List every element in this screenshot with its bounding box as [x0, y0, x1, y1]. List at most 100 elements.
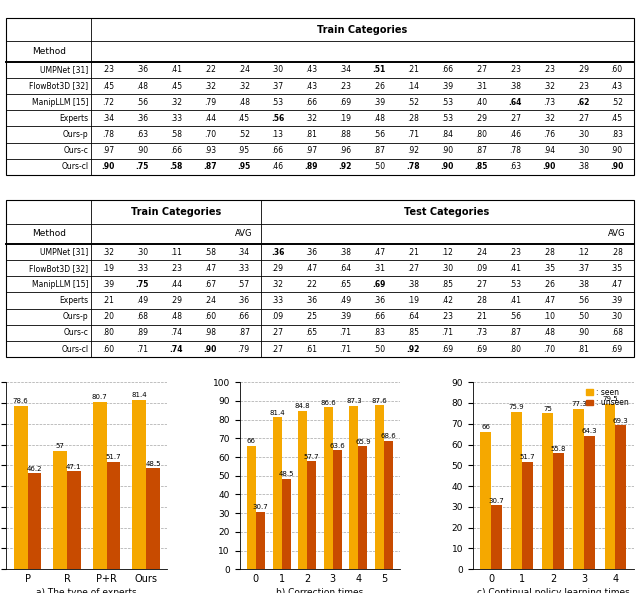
Bar — [107, 462, 120, 569]
Text: .90: .90 — [542, 162, 556, 171]
Text: .50: .50 — [373, 345, 385, 353]
Text: .26: .26 — [373, 81, 385, 91]
Text: .48: .48 — [136, 81, 148, 91]
Bar — [256, 512, 265, 569]
Text: .81: .81 — [305, 130, 317, 139]
Text: .94: .94 — [543, 146, 555, 155]
Text: 78.6: 78.6 — [13, 398, 29, 404]
Text: .69: .69 — [372, 280, 386, 289]
Text: FlowBot3D [32]: FlowBot3D [32] — [29, 264, 88, 273]
Text: .44: .44 — [204, 114, 216, 123]
Text: .96: .96 — [339, 146, 351, 155]
Text: Ours-c: Ours-c — [64, 329, 88, 337]
Text: .28: .28 — [475, 296, 487, 305]
Text: .28: .28 — [543, 248, 555, 257]
Text: .45: .45 — [611, 114, 623, 123]
Text: .84: .84 — [441, 130, 453, 139]
Text: 47.1: 47.1 — [66, 464, 82, 470]
Text: 86.6: 86.6 — [321, 400, 336, 406]
Text: .23: .23 — [509, 248, 521, 257]
Text: .81: .81 — [577, 345, 589, 353]
Text: .63: .63 — [136, 130, 148, 139]
Bar — [247, 446, 256, 569]
Bar — [333, 450, 342, 569]
Bar — [273, 417, 282, 569]
Text: .56: .56 — [509, 313, 521, 321]
Text: .12: .12 — [577, 248, 589, 257]
Text: Experts: Experts — [60, 296, 88, 305]
Text: .53: .53 — [441, 114, 453, 123]
Text: .28: .28 — [407, 114, 419, 123]
Text: .95: .95 — [237, 162, 250, 171]
Text: .24: .24 — [237, 65, 250, 74]
Text: .19: .19 — [339, 114, 351, 123]
Text: .23: .23 — [339, 81, 351, 91]
Text: .93: .93 — [204, 146, 216, 155]
Text: .78: .78 — [406, 162, 420, 171]
Text: .80: .80 — [102, 329, 114, 337]
Text: .64: .64 — [339, 264, 351, 273]
Text: .85: .85 — [474, 162, 488, 171]
Text: 63.6: 63.6 — [330, 443, 345, 449]
Text: .49: .49 — [136, 296, 148, 305]
Text: .31: .31 — [475, 81, 487, 91]
Text: .62: .62 — [576, 98, 589, 107]
Text: .92: .92 — [407, 146, 419, 155]
Text: .69: .69 — [441, 345, 453, 353]
Text: .21: .21 — [407, 65, 419, 74]
Bar — [358, 446, 367, 569]
Text: 30.7: 30.7 — [488, 498, 504, 504]
Text: .33: .33 — [271, 296, 284, 305]
Text: .47: .47 — [305, 264, 317, 273]
Text: 55.8: 55.8 — [551, 445, 566, 452]
Text: .27: .27 — [509, 114, 521, 123]
Text: .22: .22 — [305, 280, 317, 289]
Bar — [573, 409, 584, 569]
Text: .87: .87 — [475, 146, 487, 155]
Text: .92: .92 — [339, 162, 352, 171]
Text: .90: .90 — [440, 162, 454, 171]
Text: .56: .56 — [271, 114, 284, 123]
Bar — [584, 436, 595, 569]
Text: .39: .39 — [102, 280, 114, 289]
Text: .87: .87 — [509, 329, 521, 337]
Text: .76: .76 — [543, 130, 555, 139]
Text: .36: .36 — [136, 114, 148, 123]
Bar — [491, 505, 502, 569]
Text: .50: .50 — [373, 162, 385, 171]
Text: .51: .51 — [372, 65, 386, 74]
Text: .32: .32 — [543, 81, 555, 91]
Text: .56: .56 — [577, 296, 589, 305]
Text: .66: .66 — [373, 313, 385, 321]
Bar — [511, 412, 522, 569]
Bar — [324, 407, 333, 569]
Text: 48.5: 48.5 — [145, 461, 161, 467]
Text: .53: .53 — [441, 98, 453, 107]
Bar — [616, 425, 627, 569]
Text: .21: .21 — [407, 248, 419, 257]
Text: .75: .75 — [135, 280, 148, 289]
Text: .87: .87 — [237, 329, 250, 337]
Bar — [349, 406, 358, 569]
Bar — [28, 473, 42, 569]
Text: Train Categories: Train Categories — [131, 207, 221, 217]
Text: .30: .30 — [136, 248, 148, 257]
Text: .53: .53 — [271, 98, 284, 107]
Text: .80: .80 — [475, 130, 487, 139]
Text: .32: .32 — [237, 81, 250, 91]
Text: .39: .39 — [611, 296, 623, 305]
Text: 46.2: 46.2 — [27, 466, 42, 471]
Text: .98: .98 — [204, 329, 216, 337]
Text: .58: .58 — [204, 248, 216, 257]
Text: .52: .52 — [237, 130, 250, 139]
Text: .29: .29 — [577, 65, 589, 74]
Text: 57.7: 57.7 — [304, 454, 319, 460]
Text: .71: .71 — [407, 130, 419, 139]
Text: 84.8: 84.8 — [295, 403, 310, 409]
Text: .36: .36 — [271, 248, 284, 257]
Text: .23: .23 — [102, 65, 114, 74]
Text: .35: .35 — [611, 264, 623, 273]
Text: .97: .97 — [305, 146, 317, 155]
Text: 30.7: 30.7 — [253, 505, 268, 511]
Text: .11: .11 — [170, 248, 182, 257]
